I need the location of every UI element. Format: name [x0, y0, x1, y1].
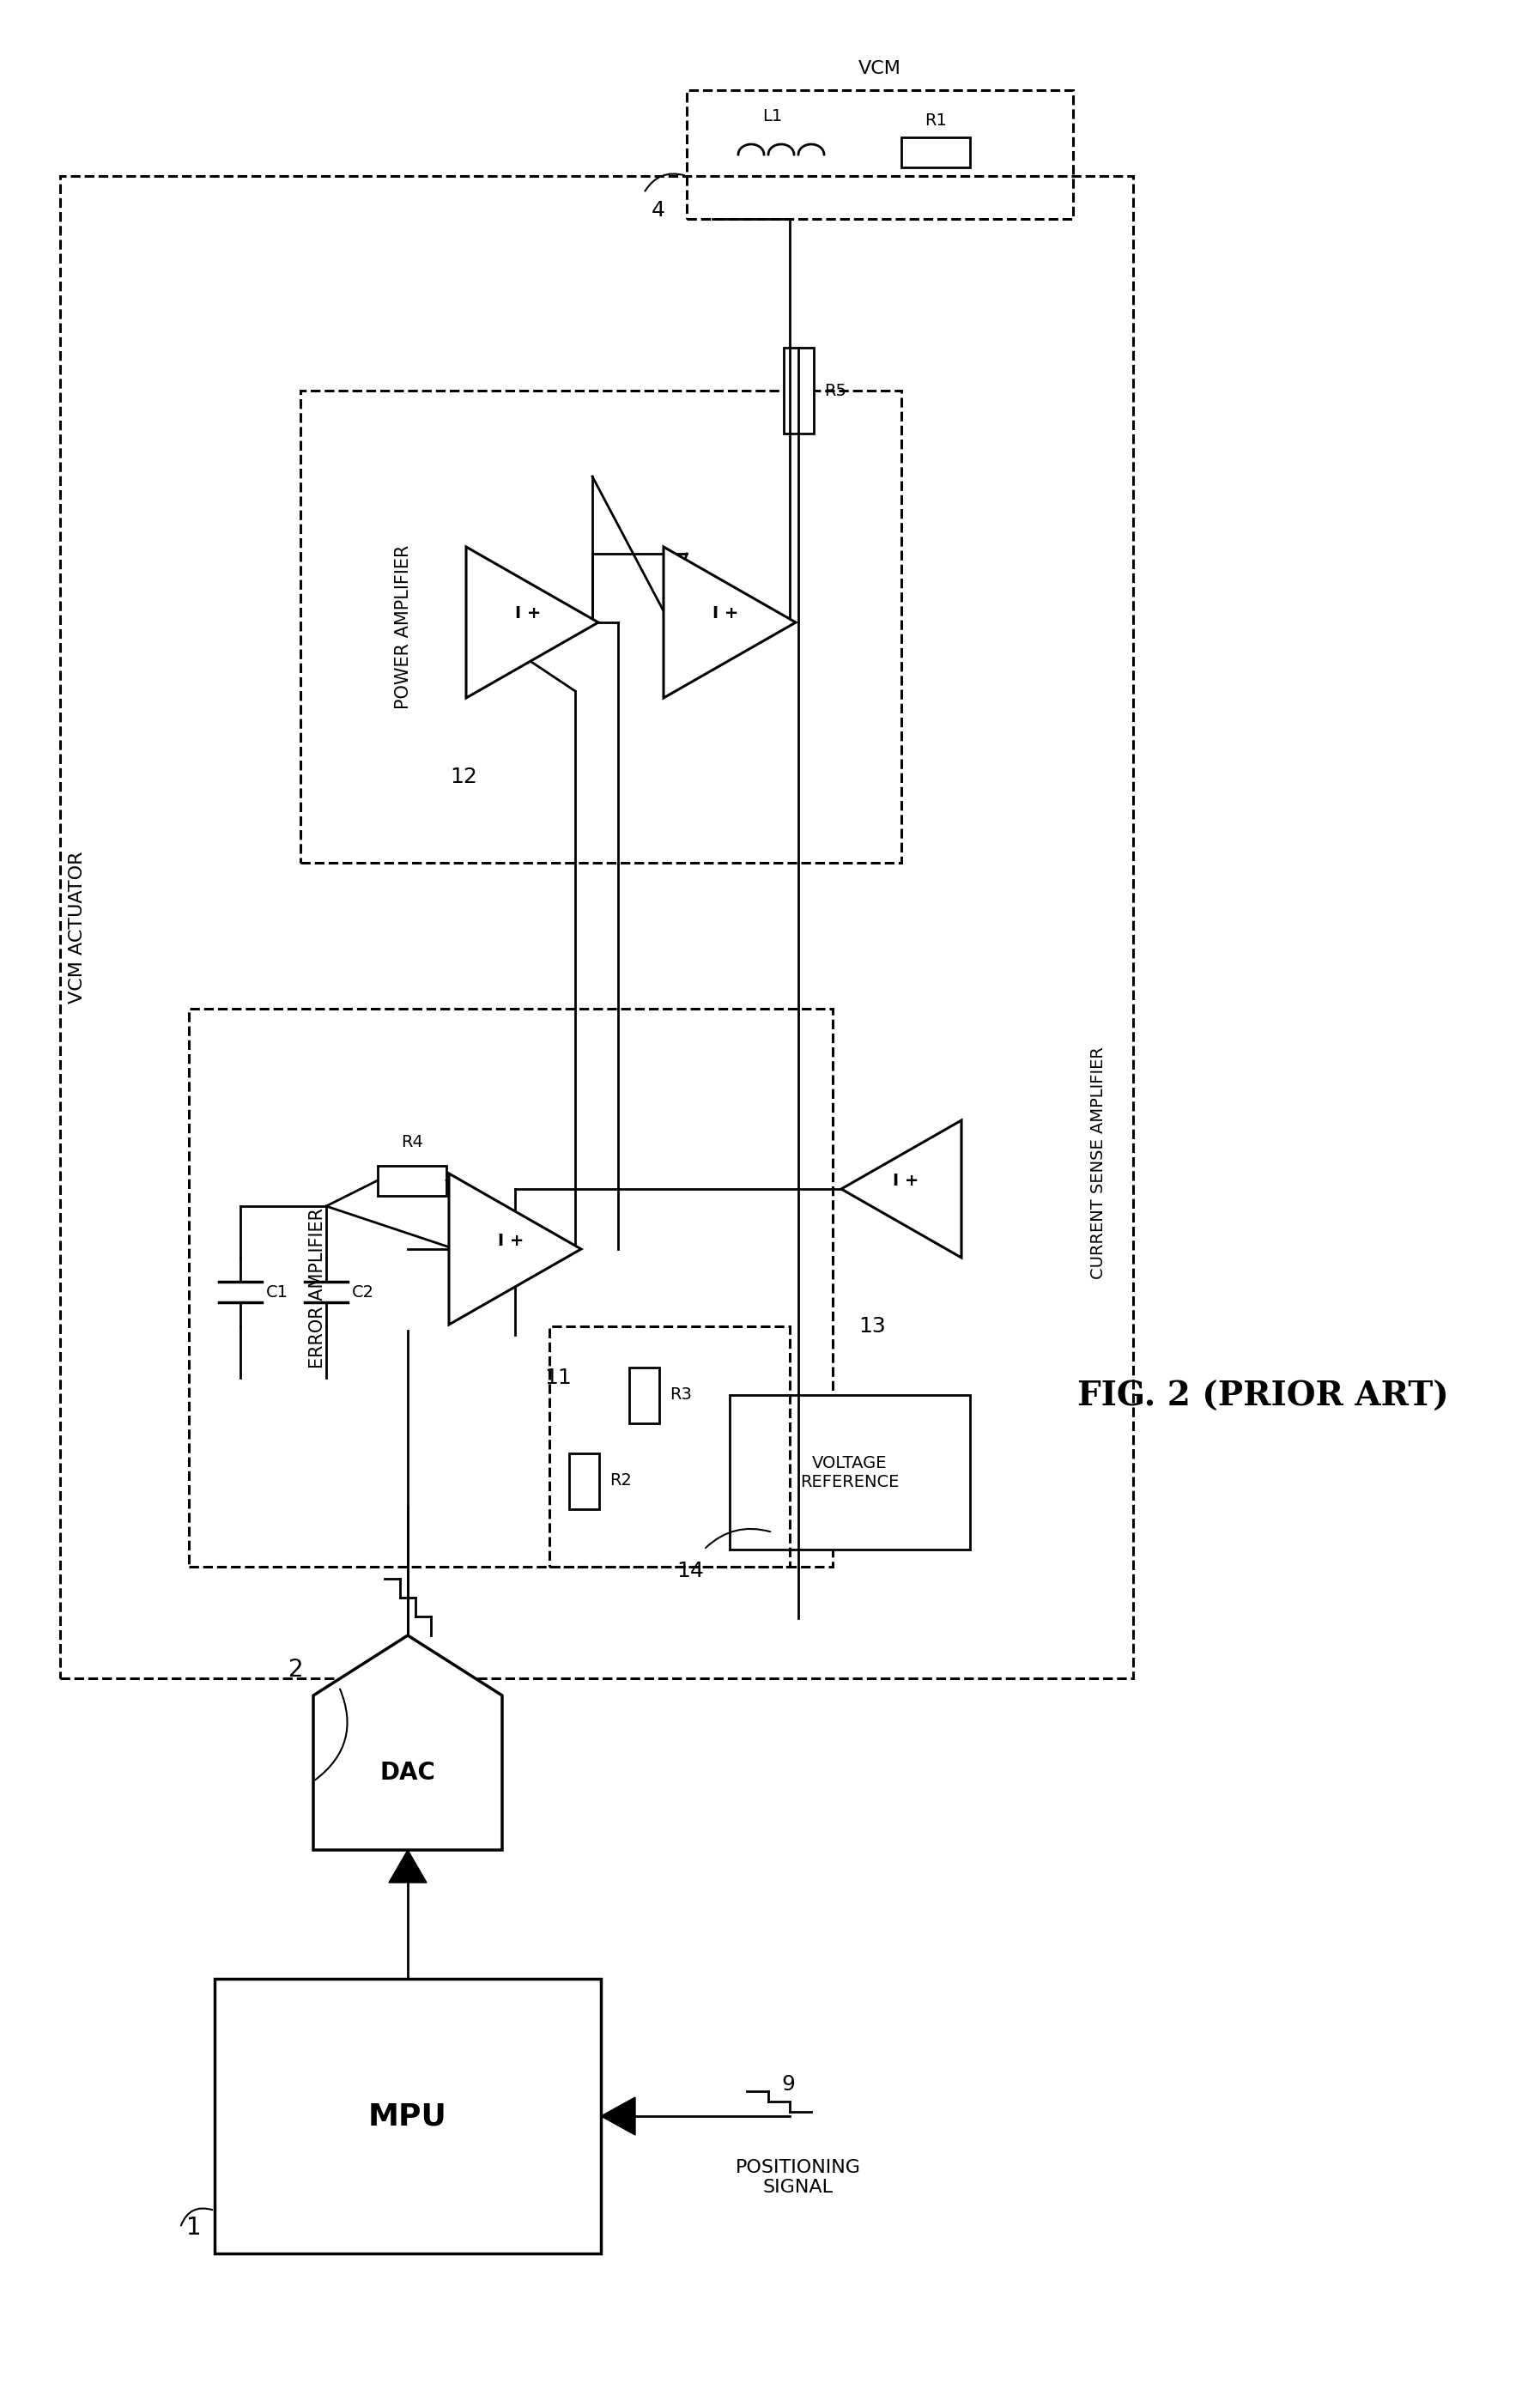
Text: I +: I +: [713, 607, 738, 621]
Text: C2: C2: [353, 1283, 374, 1300]
Text: 4: 4: [651, 200, 665, 222]
Text: VCM ACTUATOR: VCM ACTUATOR: [69, 850, 86, 1004]
Text: R1: R1: [924, 113, 947, 128]
Bar: [687, 89, 1073, 219]
Text: FIG. 2 (PRIOR ART): FIG. 2 (PRIOR ART): [1076, 1380, 1449, 1413]
Text: 12: 12: [450, 766, 477, 787]
Text: I +: I +: [514, 607, 541, 621]
Polygon shape: [467, 547, 599, 698]
Text: 13: 13: [858, 1317, 886, 1336]
Bar: [730, 1394, 970, 1548]
Polygon shape: [313, 1635, 502, 1849]
Bar: [377, 1165, 447, 1194]
Bar: [784, 347, 813, 433]
Text: R2: R2: [610, 1474, 631, 1488]
Bar: [214, 1979, 601, 2254]
Text: C1: C1: [266, 1283, 288, 1300]
Bar: [628, 1368, 659, 1423]
Polygon shape: [390, 1849, 427, 1883]
Text: ERROR AMPLIFIER: ERROR AMPLIFIER: [310, 1206, 326, 1368]
Text: POWER AMPLIFIER: POWER AMPLIFIER: [394, 544, 413, 708]
Text: I +: I +: [497, 1233, 524, 1250]
Text: R4: R4: [400, 1134, 424, 1151]
Polygon shape: [601, 2097, 634, 2136]
Text: VCM: VCM: [858, 60, 901, 77]
Bar: [901, 137, 970, 169]
Text: 1: 1: [186, 2215, 202, 2239]
Text: 9: 9: [781, 2073, 795, 2095]
Text: L1: L1: [762, 108, 782, 125]
Polygon shape: [841, 1120, 961, 1257]
Bar: [60, 176, 1133, 1678]
Text: VOLTAGE
REFERENCE: VOLTAGE REFERENCE: [801, 1454, 899, 1491]
Text: I +: I +: [893, 1173, 919, 1190]
Text: POSITIONING
SIGNAL: POSITIONING SIGNAL: [736, 2160, 861, 2196]
Text: CURRENT SENSE AMPLIFIER: CURRENT SENSE AMPLIFIER: [1090, 1047, 1107, 1279]
Text: 11: 11: [544, 1368, 571, 1387]
Text: 2: 2: [288, 1657, 303, 1681]
Bar: [189, 1009, 833, 1568]
Text: DAC: DAC: [380, 1760, 436, 1784]
Bar: [300, 390, 901, 862]
Text: MPU: MPU: [368, 2102, 447, 2131]
Text: R5: R5: [824, 383, 847, 400]
Text: R3: R3: [670, 1387, 691, 1404]
Polygon shape: [450, 1173, 581, 1324]
Text: 14: 14: [676, 1560, 704, 1582]
Polygon shape: [664, 547, 796, 698]
Bar: [568, 1452, 599, 1510]
Bar: [550, 1327, 790, 1568]
